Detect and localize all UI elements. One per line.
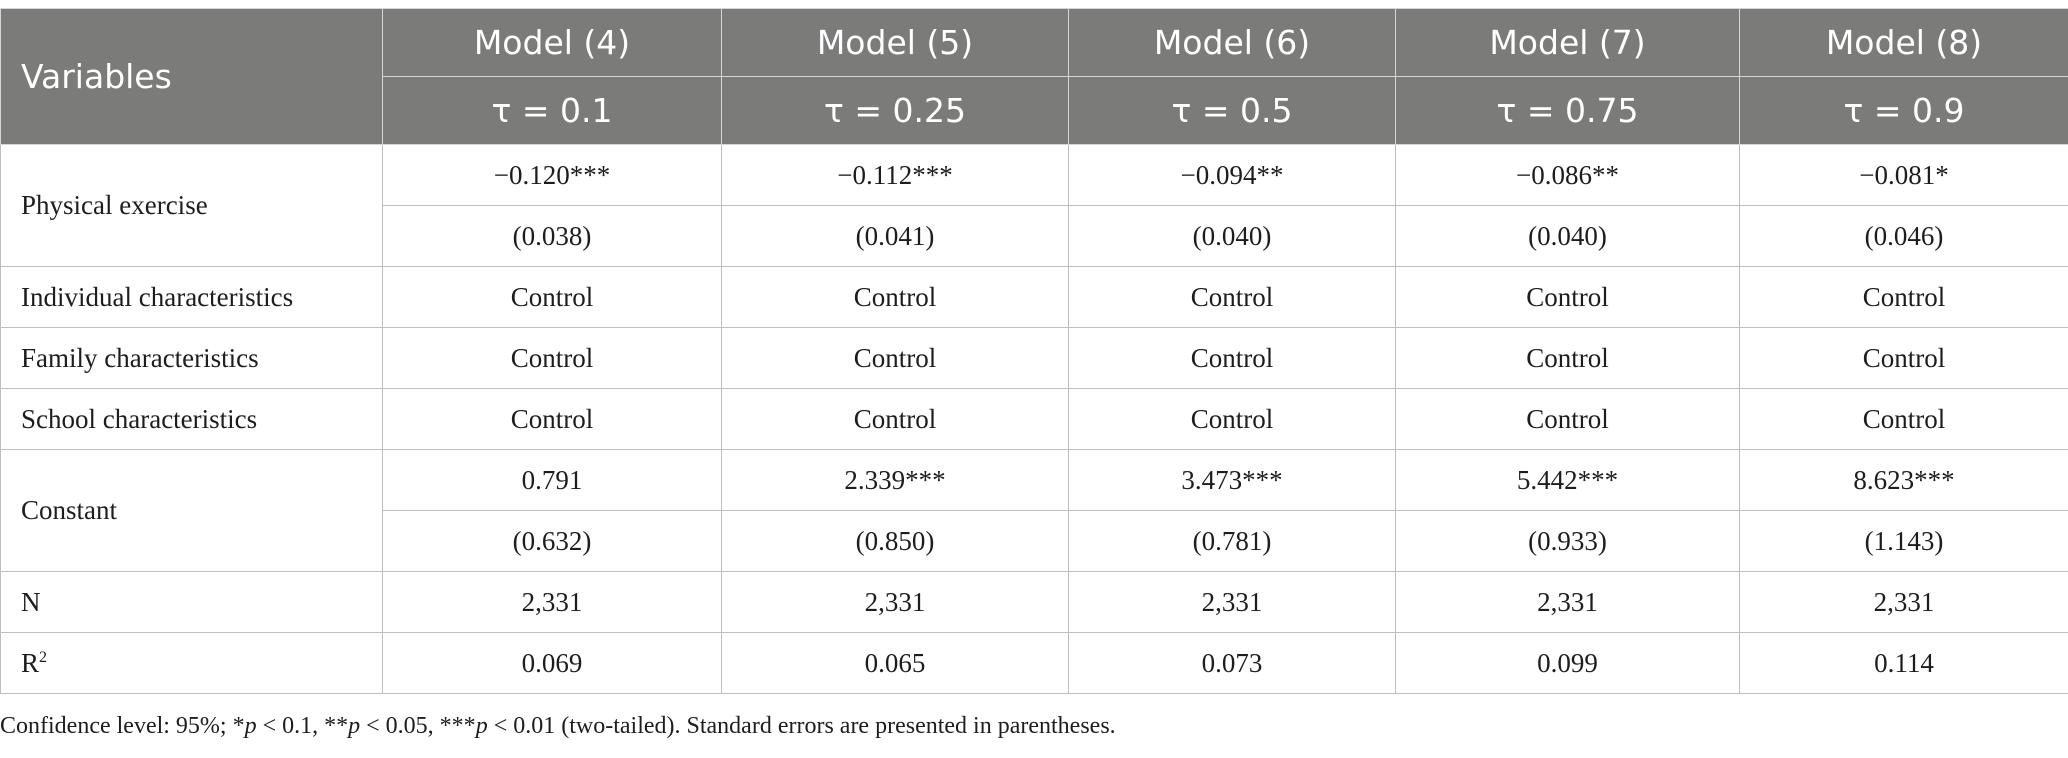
se-cell: (0.046) bbox=[1739, 205, 2068, 267]
coef-cell: −0.094** bbox=[1068, 144, 1396, 206]
se-cell: (0.781) bbox=[1068, 510, 1396, 572]
tau-header: τ = 0.75 bbox=[1395, 76, 1740, 145]
value-cell: 0.073 bbox=[1068, 632, 1396, 694]
value-cell: Control bbox=[382, 388, 722, 450]
variables-header: Variables bbox=[0, 8, 383, 145]
header-row-models: Variables Model (4) Model (5) Model (6) … bbox=[0, 8, 2068, 145]
coef-cell: −0.086** bbox=[1395, 144, 1740, 206]
value-cell: Control bbox=[1395, 266, 1740, 328]
value-cell: Control bbox=[1068, 266, 1396, 328]
coef-cell: 2.339*** bbox=[721, 449, 1069, 511]
coef-cell: −0.120*** bbox=[382, 144, 722, 206]
row-label: Individual characteristics bbox=[0, 266, 383, 328]
row-label: R2 bbox=[0, 632, 383, 694]
table-footnote: Confidence level: 95%; *p < 0.1, **p < 0… bbox=[0, 713, 1116, 739]
value-cell: Control bbox=[1068, 388, 1396, 450]
r2-superscript: 2 bbox=[39, 648, 48, 666]
regression-table: Variables Model (4) Model (5) Model (6) … bbox=[0, 8, 2068, 694]
coef-cell: −0.112*** bbox=[721, 144, 1069, 206]
se-cell: (0.040) bbox=[1395, 205, 1740, 267]
value-cell: Control bbox=[382, 266, 722, 328]
tau-header: τ = 0.1 bbox=[382, 76, 722, 145]
value-cell: Control bbox=[721, 388, 1069, 450]
value-cell: 2,331 bbox=[721, 571, 1069, 633]
table-row: Physical exercise −0.120*** −0.112*** −0… bbox=[0, 144, 2068, 267]
value-cell: Control bbox=[1395, 388, 1740, 450]
value-cell: Control bbox=[1395, 327, 1740, 389]
se-cell: (0.038) bbox=[382, 205, 722, 267]
row-label: School characteristics bbox=[0, 388, 383, 450]
se-cell: (0.041) bbox=[721, 205, 1069, 267]
table-row: Individual characteristics Control Contr… bbox=[0, 266, 2068, 328]
value-cell: Control bbox=[1739, 388, 2068, 450]
value-cell: 0.069 bbox=[382, 632, 722, 694]
model-7-header: Model (7) bbox=[1395, 8, 1740, 77]
table-row: Family characteristics Control Control C… bbox=[0, 327, 2068, 389]
row-label: N bbox=[0, 571, 383, 633]
model-6-header: Model (6) bbox=[1068, 8, 1396, 77]
coef-cell: 3.473*** bbox=[1068, 449, 1396, 511]
table-row: N 2,331 2,331 2,331 2,331 2,331 bbox=[0, 571, 2068, 633]
se-cell: (0.933) bbox=[1395, 510, 1740, 572]
row-label: Family characteristics bbox=[0, 327, 383, 389]
tau-header: τ = 0.25 bbox=[721, 76, 1069, 145]
row-label: Constant bbox=[0, 449, 383, 572]
value-cell: 2,331 bbox=[1068, 571, 1396, 633]
coef-cell: 0.791 bbox=[382, 449, 722, 511]
value-cell: Control bbox=[721, 266, 1069, 328]
table-row: R2 0.069 0.065 0.073 0.099 0.114 bbox=[0, 632, 2068, 694]
value-cell: 2,331 bbox=[1395, 571, 1740, 633]
se-cell: (0.632) bbox=[382, 510, 722, 572]
value-cell: Control bbox=[721, 327, 1069, 389]
model-4-header: Model (4) bbox=[382, 8, 722, 77]
value-cell: 0.065 bbox=[721, 632, 1069, 694]
header-row-tau: τ = 0.1 τ = 0.25 τ = 0.5 τ = 0.75 τ = 0.… bbox=[1, 76, 2068, 145]
model-5-header: Model (5) bbox=[721, 8, 1069, 77]
coef-cell: 8.623*** bbox=[1739, 449, 2068, 511]
value-cell: 0.114 bbox=[1739, 632, 2068, 694]
model-8-header: Model (8) bbox=[1739, 8, 2068, 77]
tau-header: τ = 0.5 bbox=[1068, 76, 1396, 145]
se-cell: (0.850) bbox=[721, 510, 1069, 572]
row-label: Physical exercise bbox=[0, 144, 383, 267]
value-cell: Control bbox=[1068, 327, 1396, 389]
se-cell: (1.143) bbox=[1739, 510, 2068, 572]
tau-header: τ = 0.9 bbox=[1739, 76, 2068, 145]
value-cell: Control bbox=[1739, 266, 2068, 328]
value-cell: Control bbox=[382, 327, 722, 389]
table-row: Constant 0.791 2.339*** 3.473*** 5.442**… bbox=[0, 449, 2068, 572]
coef-cell: 5.442*** bbox=[1395, 449, 1740, 511]
value-cell: 0.099 bbox=[1395, 632, 1740, 694]
table-row: School characteristics Control Control C… bbox=[0, 388, 2068, 450]
value-cell: 2,331 bbox=[382, 571, 722, 633]
coef-cell: −0.081* bbox=[1739, 144, 2068, 206]
value-cell: Control bbox=[1739, 327, 2068, 389]
value-cell: 2,331 bbox=[1739, 571, 2068, 633]
table-row: (0.632) (0.850) (0.781) (0.933) (1.143) bbox=[1, 510, 2068, 572]
se-cell: (0.040) bbox=[1068, 205, 1396, 267]
r2-label: R bbox=[21, 647, 40, 678]
